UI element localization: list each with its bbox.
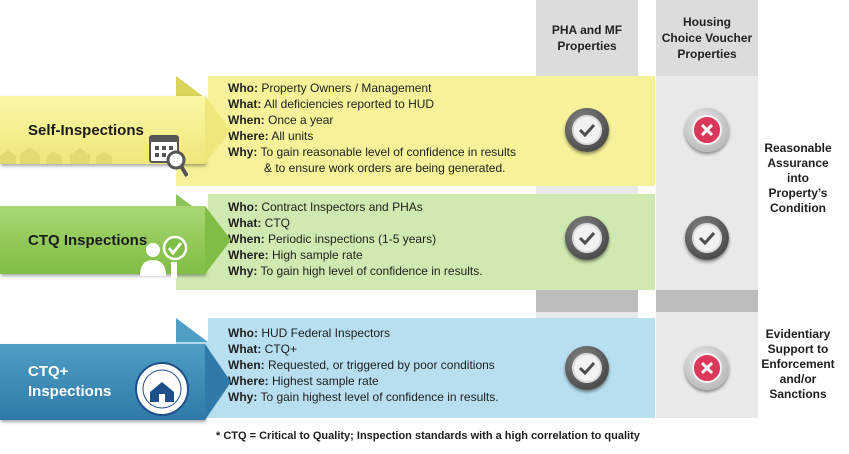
detail-who: Who: Property Owners / Management xyxy=(228,81,432,95)
ctq-inspection-details: Who: Contract Inspectors and PHAs What: … xyxy=(228,199,483,279)
check-icon xyxy=(572,115,602,145)
band-tab xyxy=(176,318,208,342)
detail-where: Where: All units xyxy=(228,129,314,143)
detail-what: What: CTQ xyxy=(228,216,291,230)
detail-what: What: All deficiencies reported to HUD xyxy=(228,97,435,111)
close-icon xyxy=(692,115,722,145)
ctq-plus-inspections-hcv-cross-badge xyxy=(685,346,729,390)
ctq-inspections-pha-mf-check-badge xyxy=(565,216,609,260)
self-inspections-hcv-cross-badge xyxy=(685,108,729,152)
column-header-hcv: Housing Choice Voucher Properties xyxy=(656,0,758,76)
self-inspections-title: Self-Inspections xyxy=(28,121,144,139)
check-icon xyxy=(692,223,722,253)
check-icon xyxy=(572,223,602,253)
column-header-pha-mf: PHA and MF Properties xyxy=(536,0,638,76)
detail-why: Why: To gain highest level of confidence… xyxy=(228,390,499,404)
detail-what: What: CTQ+ xyxy=(228,342,298,356)
detail-who: Who: Contract Inspectors and PHAs xyxy=(228,200,423,214)
detail-where: Where: High sample rate xyxy=(228,248,363,262)
footnote: * CTQ = Critical to Quality; Inspection … xyxy=(216,430,640,442)
detail-why: Why: To gain reasonable level of confide… xyxy=(228,145,516,159)
close-icon xyxy=(692,353,722,383)
self-inspection-details: Who: Property Owners / Management What: … xyxy=(228,80,516,176)
calendar-magnifier-icon xyxy=(149,135,188,178)
ctq-inspections-title: CTQ Inspections xyxy=(28,231,148,249)
column-separator xyxy=(656,290,758,312)
detail-when: When: Requested, or triggered by poor co… xyxy=(228,358,495,372)
detail-why: Why: To gain high level of confidence in… xyxy=(228,264,483,278)
ctq-plus-inspections-title: CTQ+ Inspections xyxy=(28,363,112,400)
self-inspections-pha-mf-check-badge xyxy=(565,108,609,152)
detail-where: Where: Highest sample rate xyxy=(228,374,379,388)
check-icon xyxy=(572,353,602,383)
inspector-check-icon xyxy=(140,236,188,278)
house-silhouettes xyxy=(0,147,112,164)
hud-seal-icon xyxy=(135,362,189,416)
ctq-plus-inspection-details: Who: HUD Federal Inspectors What: CTQ+ W… xyxy=(228,325,499,405)
column-separator xyxy=(536,290,638,312)
reasonable-assurance-label: Reasonable Assurance into Property’s Con… xyxy=(764,141,832,215)
detail-when: When: Periodic inspections (1-5 years) xyxy=(228,232,437,246)
evidentiary-support-label: Evidentiary Support to Enforcement and/o… xyxy=(761,327,835,401)
detail-who: Who: HUD Federal Inspectors xyxy=(228,326,391,340)
ctq-plus-inspections-pha-mf-check-badge xyxy=(565,346,609,390)
detail-when: When: Once a year xyxy=(228,113,334,127)
detail-why-continued: & to ensure work orders are being genera… xyxy=(264,161,506,175)
ctq-inspections-hcv-check-badge xyxy=(685,216,729,260)
